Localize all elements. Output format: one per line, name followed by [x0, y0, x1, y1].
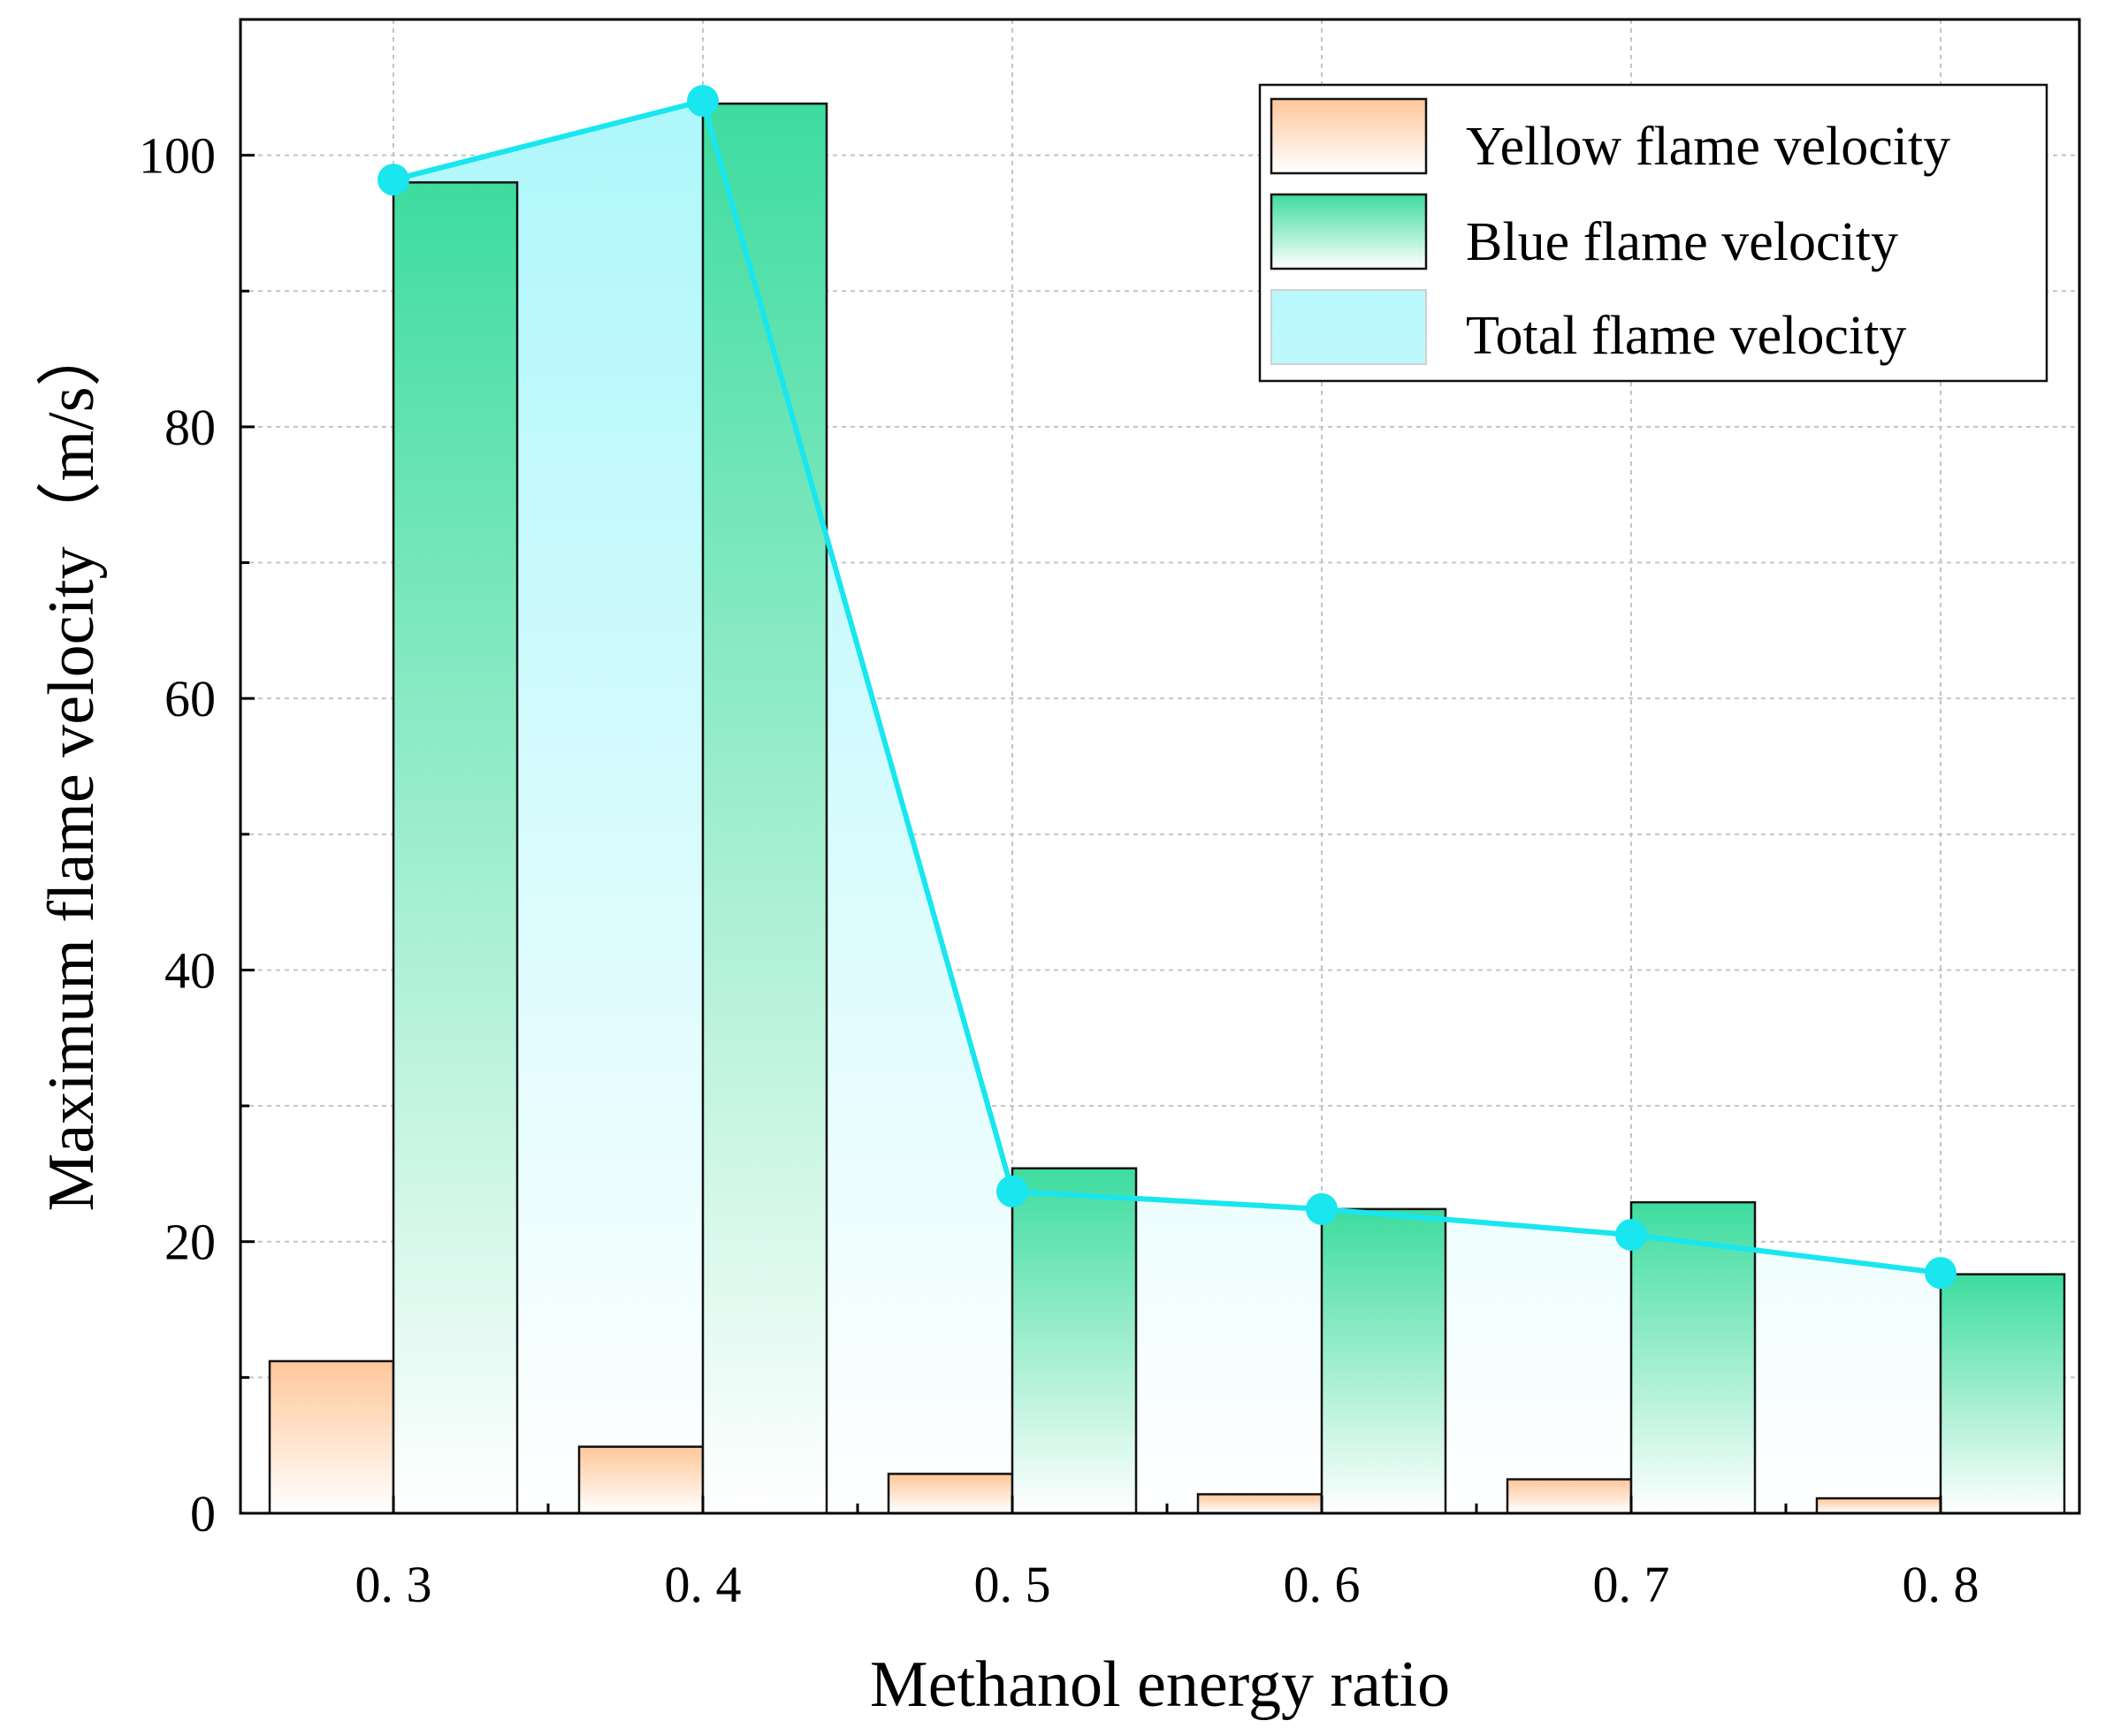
legend-label-yellow: Yellow flame velocity [1466, 117, 1950, 177]
blue-flame-bar [1320, 1207, 1447, 1515]
blue-flame-bar [1629, 1200, 1757, 1515]
total-velocity-point [1306, 1192, 1338, 1225]
x-axis-title: Methanol energy ratio [870, 1648, 1450, 1721]
y-tick-label: 40 [164, 941, 216, 999]
yellow-flame-bar [577, 1445, 705, 1515]
total-velocity-line [378, 85, 1957, 1290]
total-velocity-point [996, 1175, 1028, 1207]
total-velocity-point [378, 164, 409, 196]
total-velocity-point [1615, 1219, 1647, 1252]
y-axis-title: Maximum flame velocity（m/s） [35, 321, 108, 1211]
plot-border [239, 18, 2081, 1515]
yellow-flame-bar [887, 1473, 1014, 1515]
yellow-flame-bar [1815, 1496, 1942, 1515]
axis-ticks: 0 20 40 60 80 100 0. 3 0. 4 0. 5 0. 6 0. 7 0. 8 [139, 127, 1980, 1613]
plot-frame [239, 18, 2081, 1515]
x-tick-label: 0. 7 [1593, 1556, 1670, 1613]
y-tick-label: 20 [164, 1214, 216, 1271]
yellow-flame-bar [1196, 1493, 1323, 1515]
x-tick-label: 0. 5 [974, 1556, 1051, 1613]
y-tick-label: 100 [139, 127, 216, 185]
y-tick-label: 80 [164, 399, 216, 456]
legend-label-blue: Blue flame velocity [1466, 212, 1898, 272]
legend-label-total: Total flame velocity [1466, 306, 1906, 366]
x-tick-label: 0. 6 [1284, 1556, 1361, 1613]
x-tick-label: 0. 3 [355, 1556, 432, 1613]
blue-flame-bar [1939, 1273, 2066, 1515]
blue-flame-bar [701, 103, 828, 1515]
x-tick-label: 0. 8 [1903, 1556, 1980, 1613]
yellow-flame-bar [1506, 1478, 1633, 1515]
y-tick-label: 60 [164, 670, 216, 727]
total-velocity-point [1925, 1257, 1957, 1290]
blue-flame-bar [392, 181, 519, 1515]
legend-swatch-yellow [1270, 97, 1428, 175]
blue-flame-bar [1011, 1167, 1138, 1515]
total-velocity-point [687, 85, 719, 118]
legend-swatch-blue [1270, 193, 1428, 270]
x-tick-label: 0. 4 [665, 1556, 742, 1613]
yellow-flame-bar [268, 1359, 395, 1515]
y-tick-label: 0 [190, 1485, 216, 1542]
legend-swatch-total [1270, 289, 1427, 365]
bars [268, 103, 2066, 1515]
total-velocity-polyline [393, 98, 1941, 1276]
legend: Yellow flame velocity Blue flame velocit… [1258, 83, 2048, 383]
